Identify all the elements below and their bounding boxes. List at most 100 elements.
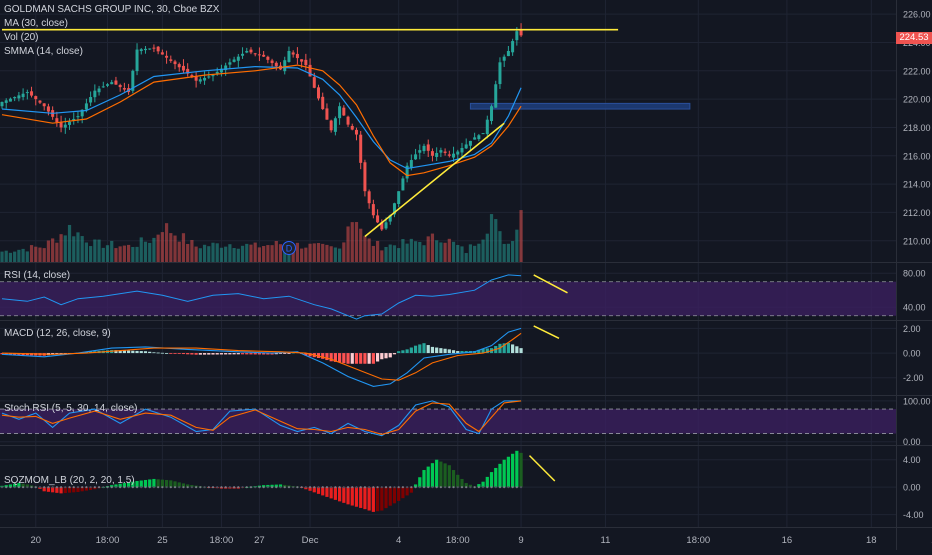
volume-bar [443,242,447,262]
smma-legend[interactable]: SMMA (14, close) [4,46,83,57]
volume-bar [266,245,270,262]
macd-histogram-bar [451,350,456,354]
candle-body [447,154,451,156]
candle-body [30,91,34,96]
candle-body [409,160,413,168]
sqzmom-bar [59,487,63,494]
y-tick-label: 218.00 [903,123,931,133]
macd-histogram-bar [405,349,409,354]
sqzmom-zero-dot [64,486,67,489]
sqzmom-bar [342,487,346,503]
candle-body [4,100,8,103]
macd-histogram-bar [169,353,173,354]
sqzmom-bar [51,487,55,493]
sqzmom-bar [481,481,485,488]
macd-histogram-bar [143,351,148,354]
volume-bar [405,243,409,262]
volume-bar [342,242,346,262]
sqzmom-zero-dot [157,486,160,489]
volume-bar [42,248,46,262]
macd-histogram-bar [384,353,388,359]
candle-body [350,125,354,130]
sqzmom-bar [519,452,523,488]
volume-bar [4,250,8,262]
sqzmom-zero-dot [448,486,451,489]
sqzmom-bar [502,459,506,488]
candle-body [426,144,430,151]
stoch-rsi-legend[interactable]: Stoch RSI (5, 5, 30, 14, close) [4,403,138,414]
volume-bar [392,245,397,262]
macd-legend[interactable]: MACD (12, 26, close, 9) [4,328,111,339]
y-tick-label: 216.00 [903,151,931,161]
sqzmom-bar [274,484,278,488]
macd-histogram-bar [325,353,329,361]
ma-legend[interactable]: MA (30, close) [4,18,68,29]
volume-bar [380,250,384,262]
volume-bar [59,234,63,262]
macd-histogram-bar [460,351,464,354]
volume-bar [207,246,211,262]
candle-body [232,59,236,62]
macd-histogram-bar [127,350,131,354]
candle-body [0,101,4,107]
macd-histogram-bar [240,353,245,355]
macd-histogram-bar [447,349,451,354]
sqzmom-bar [447,465,451,488]
sqzmom-zero-dot [89,486,92,489]
sqzmom-bar [63,487,67,494]
sqzmom-bar [384,487,388,509]
sqzmom-legend[interactable]: SQZMOM_LB (20, 2, 20, 1.5) [4,475,135,486]
sqzmom-zero-dot [321,486,324,489]
sqzmom-zero-dot [292,486,295,489]
volume-bar [338,248,342,262]
candle-body [329,120,333,131]
candle-body [481,133,485,135]
macd-histogram-bar [228,353,232,355]
volume-bar [426,236,430,262]
sqzmom-zero-dot [384,486,388,489]
candle-body [143,48,147,51]
volume-bar [232,247,236,262]
macd-histogram-bar [224,353,228,355]
sqzmom-zero-dot [38,486,42,489]
macd-histogram-bar [316,353,321,358]
rsi-band [0,281,896,316]
rsi-legend[interactable]: RSI (14, close) [4,270,71,281]
y-tick-label: -2.00 [903,373,924,383]
x-tick-label: 4 [396,535,401,546]
sqzmom-bar [494,467,498,488]
sqzmom-zero-dot [503,486,506,489]
sqzmom-bar [498,463,502,488]
sqzmom-zero-dot [245,486,248,489]
candle-body [401,178,405,191]
y-tick-label: 212.00 [903,208,931,218]
candle-body [34,96,38,100]
sqzmom-zero-dot [195,486,198,489]
x-tick-label: 16 [782,535,793,546]
volume-bar [190,240,194,262]
candle-body [46,106,50,112]
volume-legend[interactable]: Vol (20) [4,32,39,43]
x-tick-label: 25 [157,535,168,546]
candle-body [118,85,122,88]
sqzmom-bar [127,482,131,488]
sqzmom-zero-dot [414,486,417,489]
candle-body [308,64,312,77]
sqzmom-zero-dot [228,486,231,489]
sqzmom-zero-dot [406,486,409,489]
volume-bar [80,236,84,262]
candle-body [215,71,219,74]
sqzmom-bar [338,487,342,502]
sqzmom-bar [506,456,510,488]
volume-bar [304,247,308,262]
candle-body [97,88,101,93]
volume-bar [169,233,173,262]
volume-bar [131,246,135,262]
sqzmom-bar [439,461,443,488]
sqzmom-bar [460,478,464,488]
volume-bar [105,245,110,262]
candle-body [468,140,472,146]
x-tick-label: 18:00 [686,535,710,546]
